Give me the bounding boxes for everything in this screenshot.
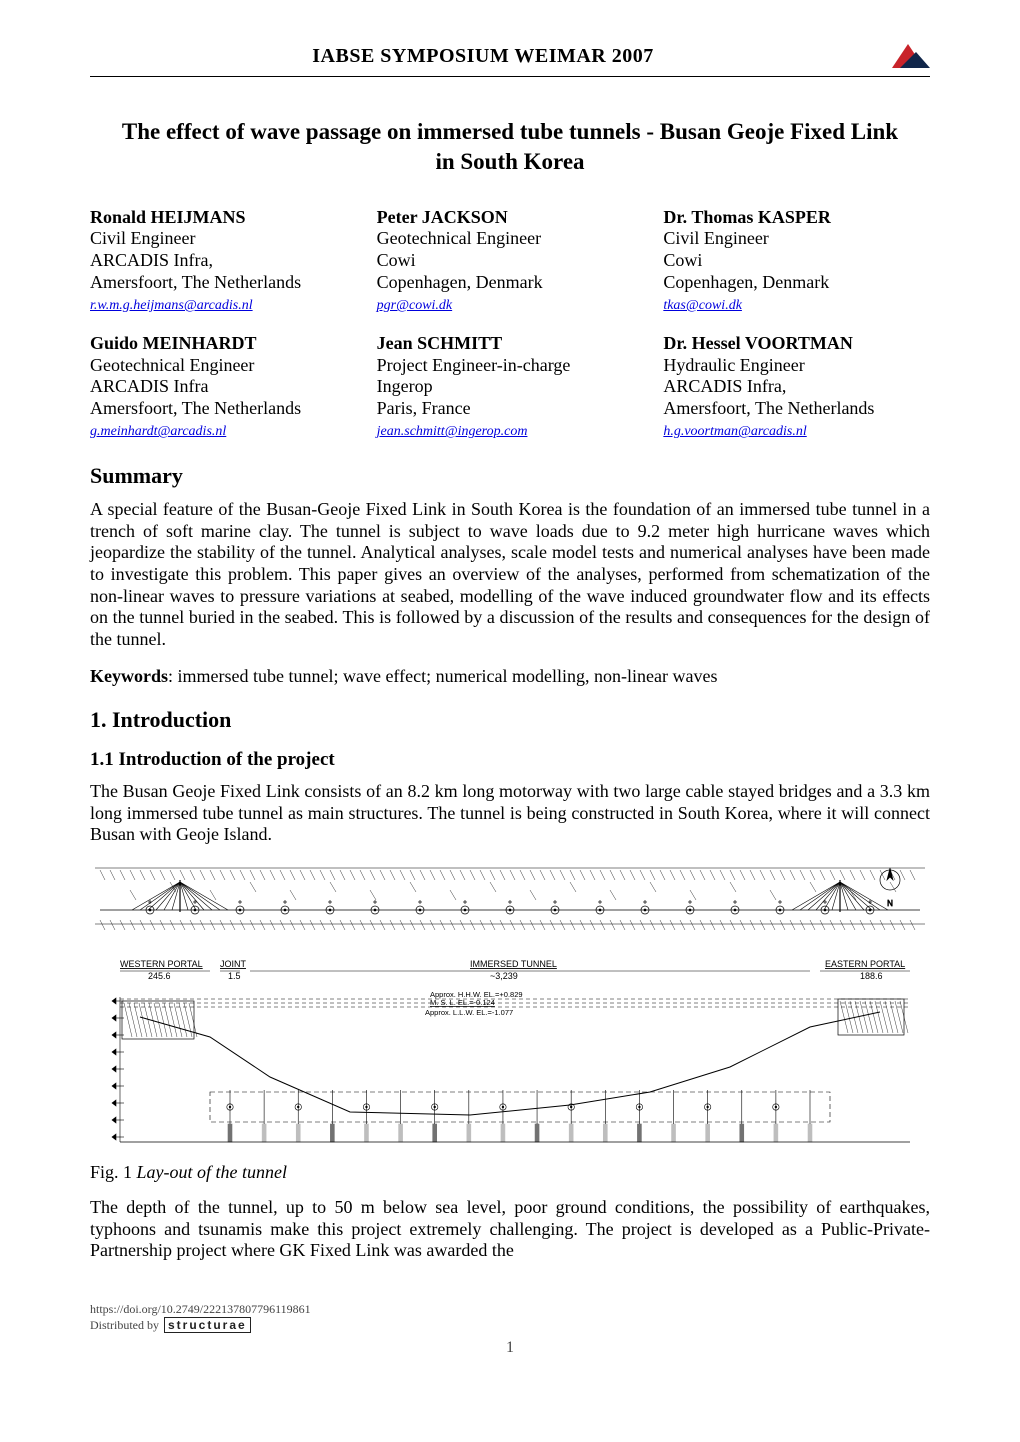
page-footer: https://doi.org/10.2749/2221378077961198… [90,1302,930,1357]
author-role: Geotechnical Engineer [377,228,644,250]
keywords-line: Keywords: immersed tube tunnel; wave eff… [90,666,930,687]
author-email-link[interactable]: r.w.m.g.heijmans@arcadis.nl [90,298,253,313]
svg-text:IMMERSED TUNNEL: IMMERSED TUNNEL [470,959,557,969]
summary-text: A special feature of the Busan-Geoje Fix… [90,499,930,650]
author-role: Civil Engineer [90,228,357,250]
page-header: IABSE SYMPOSIUM WEIMAR 2007 [90,40,930,77]
fig-label: Fig. 1 [90,1162,137,1182]
summary-heading: Summary [90,463,930,489]
author-block: Dr. Thomas KASPER Civil Engineer Cowi Co… [663,207,930,315]
keywords-text: : immersed tube tunnel; wave effect; num… [168,666,717,686]
fig-caption-text: Lay-out of the tunnel [137,1162,287,1182]
author-name: Guido MEINHARDT [90,333,357,355]
dist-by-label: Distributed by [90,1318,162,1332]
author-block: Peter JACKSON Geotechnical Engineer Cowi… [377,207,644,315]
page-number: 1 [90,1339,930,1357]
intro-p1: The Busan Geoje Fixed Link consists of a… [90,781,930,846]
figure-1-svg: N WESTERN PORTAL 245.6 JOINT 1.5 IMMERSE… [90,862,930,1152]
doi-link[interactable]: https://doi.org/10.2749/2221378077961198… [90,1302,311,1316]
intro-heading: 1. Introduction [90,707,930,733]
author-name: Dr. Thomas KASPER [663,207,930,229]
svg-text:N: N [887,899,893,908]
svg-text:WESTERN PORTAL: WESTERN PORTAL [120,959,203,969]
svg-text:EASTERN PORTAL: EASTERN PORTAL [825,959,905,969]
authors-grid: Ronald HEIJMANS Civil Engineer ARCADIS I… [90,207,930,441]
author-name: Peter JACKSON [377,207,644,229]
iabse-logo [886,40,930,72]
section-view-group: WESTERN PORTAL 245.6 JOINT 1.5 IMMERSED … [112,959,910,1142]
author-block: Dr. Hessel VOORTMAN Hydraulic Engineer A… [663,333,930,441]
author-org: ARCADIS Infra, [663,376,930,398]
author-loc: Amersfoort, The Netherlands [90,398,357,420]
author-block: Jean SCHMITT Project Engineer-in-charge … [377,333,644,441]
svg-text:M. S. L. EL.=-0.124: M. S. L. EL.=-0.124 [430,998,495,1007]
author-email-link[interactable]: pgr@cowi.dk [377,298,452,313]
author-block: Ronald HEIJMANS Civil Engineer ARCADIS I… [90,207,357,315]
author-loc: Amersfoort, The Netherlands [90,272,357,294]
author-email-link[interactable]: jean.schmitt@ingerop.com [377,424,528,439]
author-block: Guido MEINHARDT Geotechnical Engineer AR… [90,333,357,441]
document-page: IABSE SYMPOSIUM WEIMAR 2007 The effect o… [0,0,1020,1387]
paper-title: The effect of wave passage on immersed t… [120,117,900,177]
author-email-link[interactable]: tkas@cowi.dk [663,298,742,313]
author-loc: Copenhagen, Denmark [663,272,930,294]
structurae-logo: structurae [164,1317,251,1333]
author-role: Hydraulic Engineer [663,355,930,377]
author-role: Project Engineer-in-charge [377,355,644,377]
distributed-by: Distributed by structurae [90,1317,930,1333]
author-org: Ingerop [377,376,644,398]
header-title: IABSE SYMPOSIUM WEIMAR 2007 [90,45,876,68]
author-org: Cowi [377,250,644,272]
author-loc: Paris, France [377,398,644,420]
figure-1: N WESTERN PORTAL 245.6 JOINT 1.5 IMMERSE… [90,862,930,1152]
figure-1-caption: Fig. 1 Lay-out of the tunnel [90,1162,930,1183]
svg-text:~3,239: ~3,239 [490,971,518,981]
author-email-link[interactable]: h.g.voortman@arcadis.nl [663,424,806,439]
svg-text:245.6: 245.6 [148,971,171,981]
author-org: ARCADIS Infra, [90,250,357,272]
author-org: ARCADIS Infra [90,376,357,398]
author-email-link[interactable]: g.meinhardt@arcadis.nl [90,424,226,439]
author-name: Dr. Hessel VOORTMAN [663,333,930,355]
author-name: Jean SCHMITT [377,333,644,355]
svg-text:1.5: 1.5 [228,971,241,981]
author-role: Civil Engineer [663,228,930,250]
svg-text:Approx. L.L.W. EL.=-1.077: Approx. L.L.W. EL.=-1.077 [425,1008,513,1017]
svg-text:188.6: 188.6 [860,971,883,981]
keywords-label: Keywords [90,666,168,686]
plan-view-group: N [90,862,930,942]
svg-text:JOINT: JOINT [220,959,247,969]
author-loc: Copenhagen, Denmark [377,272,644,294]
author-loc: Amersfoort, The Netherlands [663,398,930,420]
author-name: Ronald HEIJMANS [90,207,357,229]
author-org: Cowi [663,250,930,272]
intro-sub-heading: 1.1 Introduction of the project [90,749,930,771]
author-role: Geotechnical Engineer [90,355,357,377]
intro-p2: The depth of the tunnel, up to 50 m belo… [90,1197,930,1262]
